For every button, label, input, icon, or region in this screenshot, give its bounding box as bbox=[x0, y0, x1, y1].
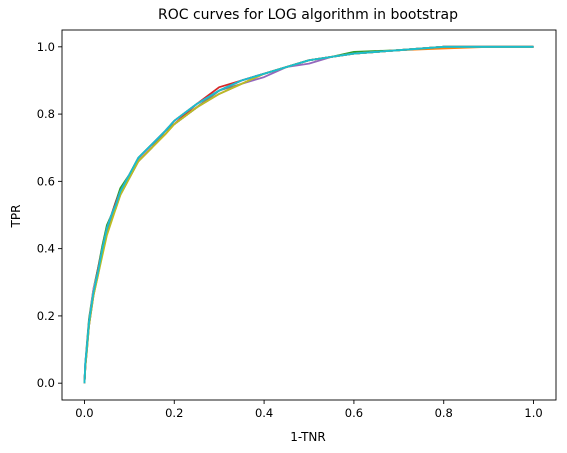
x-tick-label: 0.6 bbox=[345, 406, 363, 420]
x-tick-label: 0.0 bbox=[75, 406, 93, 420]
chart-title: ROC curves for LOG algorithm in bootstra… bbox=[158, 7, 458, 23]
y-tick-label: 1.0 bbox=[37, 40, 55, 54]
y-tick-label: 0.0 bbox=[37, 376, 55, 390]
x-tick-label: 0.8 bbox=[435, 406, 453, 420]
x-axis-label: 1-TNR bbox=[290, 430, 326, 444]
y-tick-label: 0.4 bbox=[37, 242, 55, 256]
x-tick-label: 0.4 bbox=[255, 406, 273, 420]
y-tick-label: 0.8 bbox=[37, 107, 55, 121]
roc-curve-line bbox=[83, 45, 534, 384]
x-tick-label: 1.0 bbox=[524, 406, 542, 420]
y-tick-label: 0.2 bbox=[37, 309, 55, 323]
axes-frame bbox=[61, 29, 557, 401]
y-tick-label: 0.6 bbox=[37, 174, 55, 188]
y-axis-ticks: 0.0 0.2 0.4 0.6 0.8 1.0 bbox=[37, 40, 62, 390]
roc-curves bbox=[83, 45, 534, 384]
x-tick-label: 0.2 bbox=[165, 406, 183, 420]
y-axis-label: TPR bbox=[9, 205, 23, 229]
x-axis-ticks: 0.0 0.2 0.4 0.6 0.8 1.0 bbox=[75, 400, 543, 420]
